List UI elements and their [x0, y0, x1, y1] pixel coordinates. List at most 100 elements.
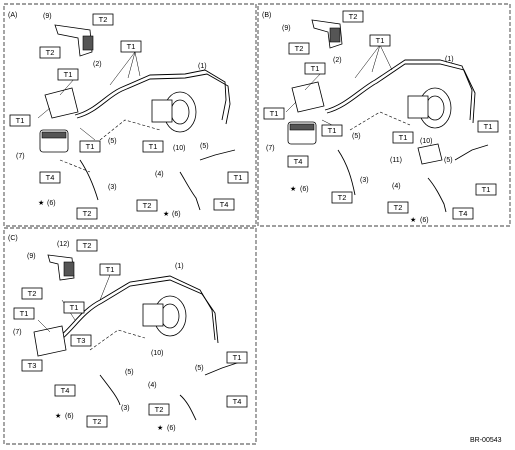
figure-id: BR-00543	[470, 437, 502, 444]
callout-5: (5)	[200, 143, 209, 150]
callout-9: (9)	[43, 13, 52, 20]
callouts-a: (9) (2) (1) (5) (5) (10) (7) (3) (4) ★ (…	[16, 13, 209, 218]
master-cylinder-c	[142, 303, 164, 327]
callout-11: (11)	[390, 157, 402, 164]
t1-box	[369, 34, 391, 47]
t4-label: T4	[294, 157, 303, 166]
hydraulic-unit-b	[291, 81, 325, 113]
t1-label: T1	[86, 142, 95, 151]
pipe-rear-b	[454, 144, 489, 161]
t1-label: T1	[484, 122, 493, 131]
t4-label: T4	[61, 386, 70, 395]
callout-4: (4)	[148, 382, 157, 389]
callout-12: (12)	[57, 241, 69, 248]
control-module-a-top	[41, 131, 67, 139]
pipe-main-a2	[76, 73, 231, 125]
t2-box	[288, 42, 310, 55]
star-icon: ★	[55, 412, 61, 420]
t1-box	[475, 183, 497, 196]
t1-label: T1	[20, 309, 29, 318]
t1-label: T1	[16, 116, 25, 125]
mount-block-a	[82, 35, 94, 51]
panel-b-border	[257, 3, 511, 227]
t1-box	[120, 40, 142, 53]
panel-c-label: (C)	[8, 235, 18, 242]
pipe-main-a	[74, 69, 227, 121]
callout-6: (6)	[420, 217, 429, 224]
t1-box	[226, 351, 248, 364]
callout-10: (10)	[151, 350, 163, 357]
brake-booster-a-inner	[170, 99, 190, 125]
hose-front-c	[99, 374, 121, 406]
t1-label: T1	[482, 185, 491, 194]
pipe-main-b2	[326, 63, 476, 124]
t1-box	[79, 140, 101, 153]
t1-box	[13, 307, 35, 320]
callout-4: (4)	[155, 171, 164, 178]
callout-5: (5)	[195, 365, 204, 372]
t2-box	[387, 201, 409, 214]
master-cylinder-b	[407, 95, 429, 119]
callout-1: (1)	[445, 56, 454, 63]
callout-3: (3)	[121, 405, 130, 412]
callout-5: (5)	[108, 138, 117, 145]
hose-front-a	[79, 159, 99, 201]
callout-2: (2)	[93, 61, 102, 68]
panel-a-border	[3, 3, 257, 227]
t1-label: T1	[376, 36, 385, 45]
pipe-rear-a	[199, 149, 236, 161]
t4-box	[54, 384, 76, 397]
callout-5: (5)	[352, 133, 361, 140]
t2-label: T2	[99, 15, 108, 24]
panel-c-border	[3, 227, 257, 445]
callout-1: (1)	[198, 63, 207, 70]
pipe-main-c2	[56, 279, 219, 344]
t2-box	[331, 191, 353, 204]
t1-box	[142, 140, 164, 153]
master-cylinder-a	[151, 99, 173, 123]
t2-box	[21, 287, 43, 300]
callout-9: (9)	[27, 253, 36, 260]
brake-booster-b-inner	[425, 95, 445, 121]
hydraulic-unit-a	[44, 87, 79, 119]
t1-box	[477, 120, 499, 133]
t1-box	[99, 263, 121, 276]
t2-box	[86, 415, 108, 428]
t1-label: T1	[234, 173, 243, 182]
t2-label: T2	[143, 201, 152, 210]
t2-box	[76, 207, 98, 220]
t1-label: T1	[270, 109, 279, 118]
panel-c	[33, 254, 241, 421]
t4-box	[452, 207, 474, 220]
star-icon: ★	[157, 424, 163, 432]
dash-c-1	[89, 329, 146, 351]
t2-label: T2	[295, 44, 304, 53]
t1-box	[63, 301, 85, 314]
t1-label: T1	[311, 64, 320, 73]
t4-label: T4	[459, 209, 468, 218]
callout-1: (1)	[175, 263, 184, 270]
dash-a-2	[59, 159, 91, 173]
t1-box	[227, 171, 249, 184]
star-icon: ★	[163, 210, 169, 218]
t2-label: T2	[338, 193, 347, 202]
t4-label: T4	[220, 200, 229, 209]
pipe-rear-c	[204, 361, 241, 376]
brake-booster-c-inner	[160, 303, 180, 329]
t2-box	[39, 46, 61, 59]
t1-box	[304, 62, 326, 75]
t-boxes-c: T2 T1 T2 T1 T1 T3 T3 T4 T1 T4 T2 T2	[13, 239, 248, 428]
star-icon: ★	[290, 185, 296, 193]
t1-label: T1	[399, 133, 408, 142]
t4-box	[287, 155, 309, 168]
t2-label: T2	[394, 203, 403, 212]
hose-front-b	[337, 149, 356, 196]
callouts-b: (9) (2) (1) (5) (5) (10) (11) (7) (3) (4…	[266, 25, 454, 224]
callout-7: (7)	[13, 329, 22, 336]
hose-rear-b	[427, 177, 447, 213]
panel-b	[285, 19, 489, 213]
t3-box	[21, 359, 43, 372]
t3-label: T3	[28, 361, 37, 370]
t1-box	[263, 107, 285, 120]
t3-box	[70, 334, 92, 347]
